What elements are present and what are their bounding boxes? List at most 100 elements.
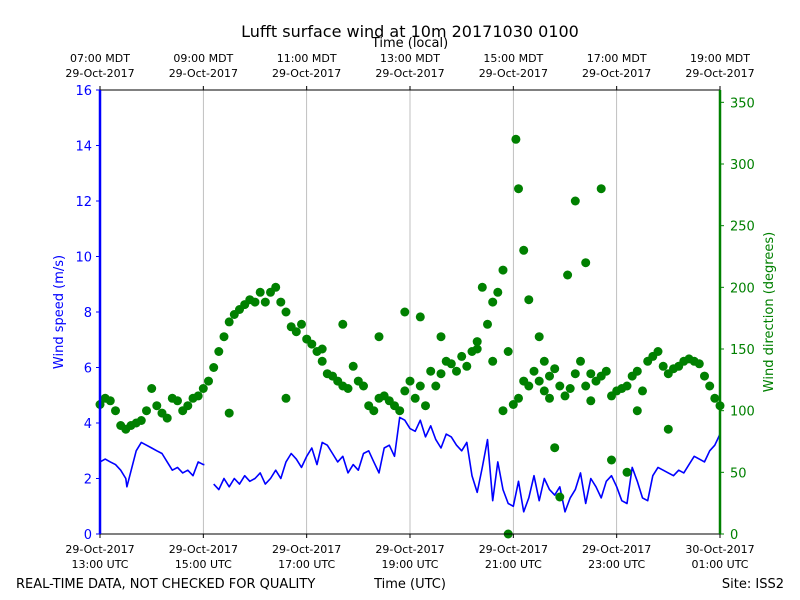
wind-direction-point	[147, 384, 157, 393]
wind-direction-point	[281, 393, 291, 403]
top-tick-date: 29-Oct-2017	[272, 67, 341, 80]
wind-direction-point	[545, 393, 554, 403]
wind-direction-point	[198, 384, 208, 393]
bottom-tick-time: 01:00 UTC	[691, 558, 748, 571]
wind-direction-point	[508, 400, 518, 409]
top-tick-date: 29-Oct-2017	[685, 67, 754, 80]
wind-direction-point	[472, 337, 482, 347]
wind-direction-point	[705, 381, 715, 391]
wind-direction-point	[462, 361, 472, 371]
quality-notice: REAL-TIME DATA, NOT CHECKED FOR QUALITY	[16, 577, 315, 592]
wind-direction-point	[291, 327, 301, 337]
wind-direction-point	[638, 386, 647, 396]
wind-direction-point	[555, 381, 565, 391]
wind-direction-point	[498, 406, 508, 416]
wind-direction-point	[632, 406, 642, 416]
wind-direction-point	[550, 443, 560, 453]
right-axis-ticks: 0 50 100 150 200 250 300 350	[720, 96, 755, 543]
wind-direction-point	[405, 376, 415, 386]
wind-direction-point	[653, 347, 663, 356]
top-tick-date: 29-Oct-2017	[65, 67, 134, 80]
left-tick-label: 4	[84, 417, 92, 432]
left-axis-ticks: 0 2 4 6 8 10 12 14 16	[75, 84, 100, 543]
bottom-tick-date: 30-Oct-2017	[685, 543, 754, 556]
left-tick-label: 6	[84, 362, 92, 377]
right-tick-label: 100	[730, 405, 755, 420]
bottom-tick-time: 23:00 UTC	[588, 558, 645, 571]
wind-direction-point	[105, 396, 115, 406]
wind-direction-point	[255, 287, 265, 297]
wind-direction-point	[539, 386, 549, 396]
wind-direction-point	[436, 332, 446, 342]
chart-title: Lufft surface wind at 10m 20171030 0100	[241, 22, 579, 41]
wind-direction-point	[710, 393, 720, 403]
right-tick-label: 200	[730, 281, 755, 296]
left-tick-label: 2	[84, 473, 92, 488]
wind-direction-point	[586, 396, 596, 406]
wind-direction-point	[136, 416, 146, 425]
wind-direction-point	[550, 364, 560, 374]
wind-direction-point	[193, 391, 203, 401]
wind-direction-point	[452, 366, 461, 376]
wind-direction-point	[488, 297, 498, 307]
wind-direction-point	[565, 384, 575, 393]
wind-speed-series	[99, 416, 721, 513]
wind-direction-point	[524, 381, 534, 391]
wind-direction-point	[477, 282, 487, 292]
wind-direction-point	[338, 319, 348, 329]
left-tick-label: 10	[75, 251, 92, 266]
wind-direction-point	[250, 297, 260, 307]
wind-direction-point	[374, 332, 384, 342]
bottom-tick-time: 15:00 UTC	[175, 558, 232, 571]
wind-speed-line	[99, 416, 721, 513]
wind-direction-point	[359, 381, 368, 391]
wind-direction-point	[436, 369, 446, 379]
bottom-tick-date: 29-Oct-2017	[375, 543, 444, 556]
wind-direction-point	[415, 312, 425, 322]
wind-direction-point	[307, 339, 317, 349]
top-axis-label: Time (local)	[371, 36, 448, 51]
wind-direction-point	[563, 270, 573, 280]
bottom-tick-date: 29-Oct-2017	[169, 543, 238, 556]
right-tick-label: 50	[730, 466, 747, 481]
right-tick-label: 150	[730, 343, 755, 358]
wind-direction-point	[488, 356, 498, 366]
bottom-tick-date: 29-Oct-2017	[272, 543, 341, 556]
top-tick-time: 19:00 MDT	[690, 52, 750, 65]
wind-direction-point	[539, 356, 549, 366]
wind-direction-point	[317, 344, 327, 354]
top-axis-ticks: 07:00 MDT 29-Oct-2017 09:00 MDT 29-Oct-2017…	[65, 52, 755, 90]
wind-direction-point	[607, 455, 616, 465]
wind-direction-point	[483, 319, 492, 329]
wind-direction-point	[446, 359, 456, 369]
wind-direction-point	[663, 424, 673, 434]
wind-direction-point	[529, 366, 539, 376]
wind-direction-point	[152, 401, 162, 411]
wind-direction-point	[524, 295, 534, 305]
wind-direction-point	[204, 376, 213, 386]
wind-direction-point	[570, 196, 580, 206]
right-tick-label: 350	[730, 96, 755, 111]
wind-direction-point	[700, 371, 709, 381]
wind-direction-point	[581, 381, 591, 391]
wind-direction-point	[162, 413, 172, 423]
wind-direction-point	[281, 307, 291, 317]
right-tick-label: 0	[730, 528, 738, 543]
wind-direction-point	[658, 361, 668, 371]
wind-direction-point	[560, 391, 570, 401]
wind-direction-point	[209, 363, 219, 372]
wind-direction-point	[348, 361, 358, 371]
bottom-tick-time: 21:00 UTC	[485, 558, 542, 571]
left-tick-label: 16	[75, 84, 92, 99]
bottom-tick-date: 29-Oct-2017	[65, 543, 134, 556]
wind-direction-point	[576, 356, 585, 366]
wind-direction-point	[534, 376, 544, 386]
wind-direction-point	[421, 401, 430, 411]
left-axis-label: Wind speed (m/s)	[52, 255, 67, 369]
wind-direction-point	[260, 297, 270, 307]
wind-direction-point	[622, 381, 632, 391]
wind-direction-point	[369, 406, 379, 416]
bottom-tick-time: 19:00 UTC	[381, 558, 438, 571]
wind-direction-point	[503, 347, 513, 356]
wind-direction-point	[317, 356, 327, 366]
